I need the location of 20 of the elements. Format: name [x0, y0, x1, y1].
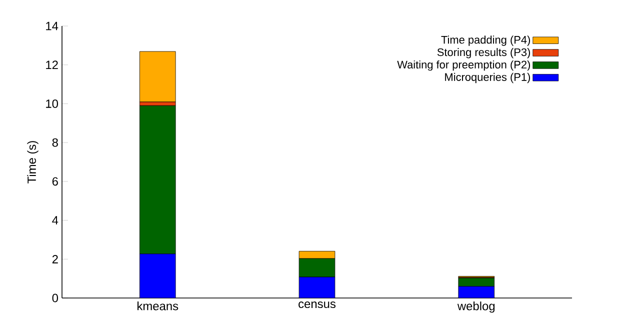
y-tick-label: 14	[46, 22, 58, 30]
x-tick-label: census	[298, 302, 336, 308]
legend-label: Time padding (P4)	[441, 36, 530, 46]
legend-label: Storing results (P3)	[437, 48, 530, 58]
x-tick-label: kmeans	[138, 302, 178, 310]
y-tick-label: 8	[52, 138, 58, 147]
y-axis-title: Time (s)	[27, 141, 38, 184]
y-tick-label: 0	[52, 294, 58, 302]
bar	[298, 276, 336, 298]
legend-label: Microqueries (P1)	[445, 72, 530, 84]
y-tick-label: 12	[46, 60, 58, 70]
bar	[458, 286, 495, 298]
x-tick-label: weblog	[457, 302, 495, 313]
y-tick-label: 2	[52, 254, 58, 264]
y-tick-label: 10	[46, 99, 58, 108]
bar	[139, 254, 176, 298]
y-tick-label: 4	[52, 216, 58, 224]
legend-label: Waiting for preemption (P2)	[397, 60, 530, 71]
bar	[139, 51, 176, 102]
y-tick-label: 6	[52, 177, 58, 186]
